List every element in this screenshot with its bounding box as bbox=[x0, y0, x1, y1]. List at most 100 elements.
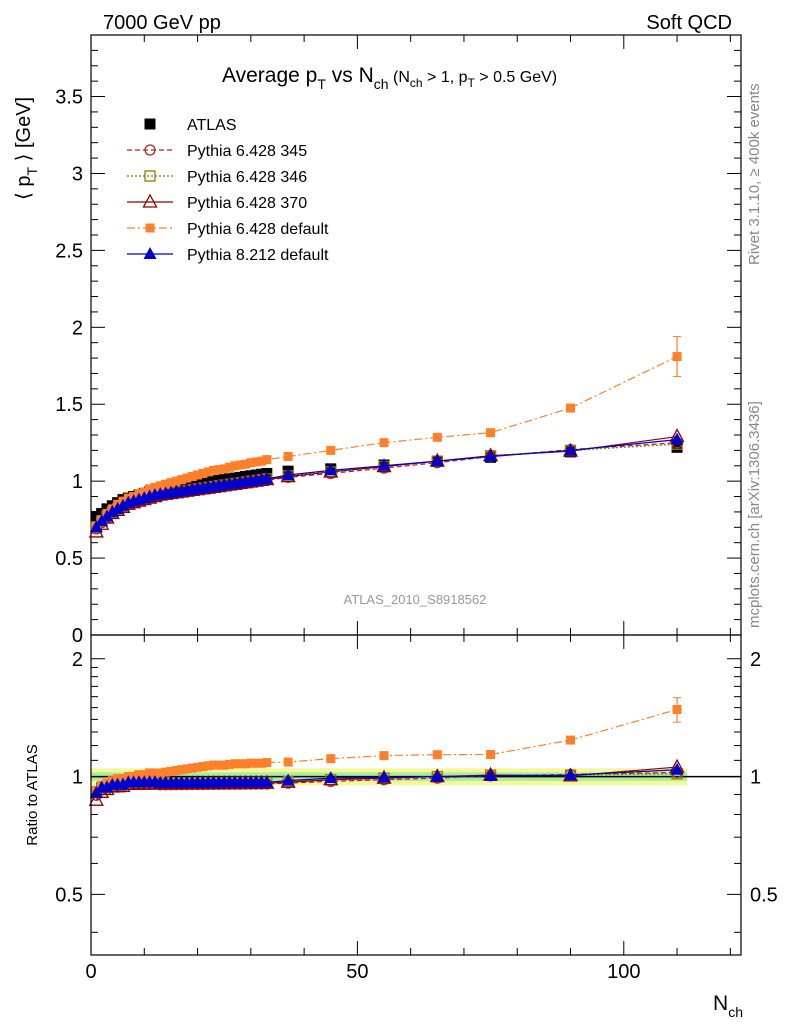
ratio-point bbox=[139, 770, 149, 780]
data-point bbox=[672, 352, 682, 362]
x-tick-label: 0 bbox=[85, 961, 96, 983]
data-point bbox=[225, 462, 235, 472]
data-point bbox=[484, 449, 498, 462]
data-point bbox=[150, 482, 160, 492]
data-point bbox=[182, 473, 192, 483]
y-axis-label: ⟨ pT ⟩ [GeV] bbox=[13, 97, 40, 200]
legend-label: Pythia 6.428 346 bbox=[187, 169, 307, 186]
ratio-point bbox=[246, 758, 256, 768]
series-2 bbox=[90, 438, 683, 533]
ratio-tick-label-right: 2 bbox=[750, 649, 761, 671]
series-4 bbox=[91, 336, 682, 531]
ratio-point bbox=[203, 761, 213, 771]
y-tick-label: 2.5 bbox=[55, 240, 83, 262]
ratio-tick-label: 2 bbox=[72, 649, 83, 671]
legend-marker bbox=[143, 247, 157, 259]
chart-title: Average pT vs Nch (Nch > 1, pT > 0.5 GeV… bbox=[222, 64, 557, 92]
mcplots-label: mcplots.cern.ch [arXiv:1306.3436] bbox=[746, 401, 763, 628]
ylabel-b: ⟩ [GeV] bbox=[13, 97, 35, 167]
ratio-point bbox=[564, 768, 578, 781]
title-sub-t2: T bbox=[468, 76, 476, 90]
legend-entry: Pythia 6.428 default bbox=[127, 221, 329, 238]
ratio-point bbox=[182, 764, 192, 774]
data-point bbox=[209, 465, 219, 475]
ratio-point bbox=[187, 763, 197, 773]
y-tick-label: 3.5 bbox=[55, 87, 83, 109]
ratio-tick-label: 1 bbox=[72, 767, 83, 789]
legend-marker bbox=[144, 118, 156, 130]
ratio-y-label: Ratio to ATLAS bbox=[24, 744, 41, 845]
data-point bbox=[203, 467, 213, 477]
legend-marker bbox=[144, 144, 156, 156]
energy-label: 7000 GeV pp bbox=[103, 12, 221, 34]
ratio-tick-label: 0.5 bbox=[55, 884, 83, 906]
data-point bbox=[324, 463, 338, 476]
legend-label: Pythia 6.428 default bbox=[187, 221, 329, 238]
ratio-point bbox=[171, 766, 181, 776]
legend-label: Pythia 6.428 370 bbox=[187, 195, 307, 212]
ratio-point bbox=[214, 760, 224, 770]
ratio-point bbox=[150, 768, 160, 778]
data-point bbox=[283, 452, 293, 462]
title-sub-t: T bbox=[317, 76, 326, 92]
x-tick-label: 100 bbox=[607, 961, 640, 983]
data-point bbox=[430, 454, 444, 467]
data-point bbox=[198, 468, 208, 478]
ratio-point bbox=[326, 754, 336, 764]
data-point bbox=[251, 457, 261, 467]
ratio-point bbox=[672, 705, 682, 715]
data-point bbox=[262, 455, 272, 465]
ratio-tick-label-right: 0.5 bbox=[750, 884, 778, 906]
data-point bbox=[235, 460, 245, 470]
ratio-point bbox=[377, 770, 391, 783]
ratio-point bbox=[209, 760, 219, 770]
ratio-point bbox=[155, 768, 165, 778]
x-axis-label: Nch bbox=[713, 992, 743, 1020]
data-point bbox=[161, 479, 171, 489]
ratio-point bbox=[486, 750, 496, 760]
ratio-panel: 0.5 0.5 1 1 2 2 Ratio to ATLAS bbox=[24, 634, 778, 956]
xlabel-n: N bbox=[713, 992, 728, 1015]
title-main-b: vs N bbox=[326, 64, 374, 87]
data-point bbox=[256, 456, 266, 466]
data-point bbox=[187, 472, 197, 482]
data-point bbox=[281, 468, 295, 480]
ratio-point bbox=[670, 762, 684, 775]
ratio-series-5 bbox=[89, 762, 684, 798]
ratio-point bbox=[230, 759, 240, 769]
y-tick-label: 1.5 bbox=[55, 394, 83, 416]
ratio-point bbox=[134, 770, 144, 780]
data-point bbox=[486, 428, 496, 438]
x-axis-ticks: 0 50 100 bbox=[85, 35, 731, 983]
main-panel: 0 0.5 1 1.5 2 2.5 3 3.5 Average pT vs Nch (Nch … bbox=[13, 34, 742, 647]
data-point bbox=[171, 476, 181, 486]
ratio-point bbox=[379, 751, 389, 761]
x-tick-label: 50 bbox=[346, 961, 368, 983]
legend-entry: Pythia 6.428 370 bbox=[127, 193, 307, 212]
legend-marker bbox=[145, 223, 155, 233]
process-label: Soft QCD bbox=[646, 12, 732, 34]
ratio-axis-ticks: 0.5 0.5 1 1 2 2 bbox=[55, 649, 778, 933]
data-point bbox=[89, 520, 103, 533]
data-point bbox=[116, 498, 130, 511]
legend: ATLAS Pythia 6.428 345 Pythia 6.428 346 Pyt… bbox=[127, 117, 329, 264]
data-point bbox=[377, 458, 391, 471]
main-series bbox=[88, 336, 685, 538]
legend-entry: Pythia 6.428 346 bbox=[127, 169, 307, 186]
y-tick-label: 3 bbox=[72, 163, 83, 185]
rivet-label: Rivet 3.1.10, ≥ 400k events bbox=[746, 83, 763, 265]
legend-label: Pythia 8.212 default bbox=[187, 247, 329, 264]
data-point bbox=[145, 484, 155, 494]
xlabel-sub: ch bbox=[728, 1004, 743, 1020]
data-point bbox=[564, 443, 578, 456]
y-tick-label: 0 bbox=[72, 625, 83, 647]
data-point bbox=[260, 471, 274, 484]
ylabel-a: ⟨ p bbox=[13, 176, 35, 200]
ratio-point bbox=[566, 735, 576, 745]
data-point bbox=[219, 464, 229, 474]
data-point bbox=[111, 501, 125, 514]
ylabel-sub: T bbox=[24, 167, 40, 176]
ratio-point bbox=[241, 759, 251, 769]
title-main-a: Average p bbox=[222, 64, 317, 87]
ratio-point bbox=[198, 762, 208, 772]
